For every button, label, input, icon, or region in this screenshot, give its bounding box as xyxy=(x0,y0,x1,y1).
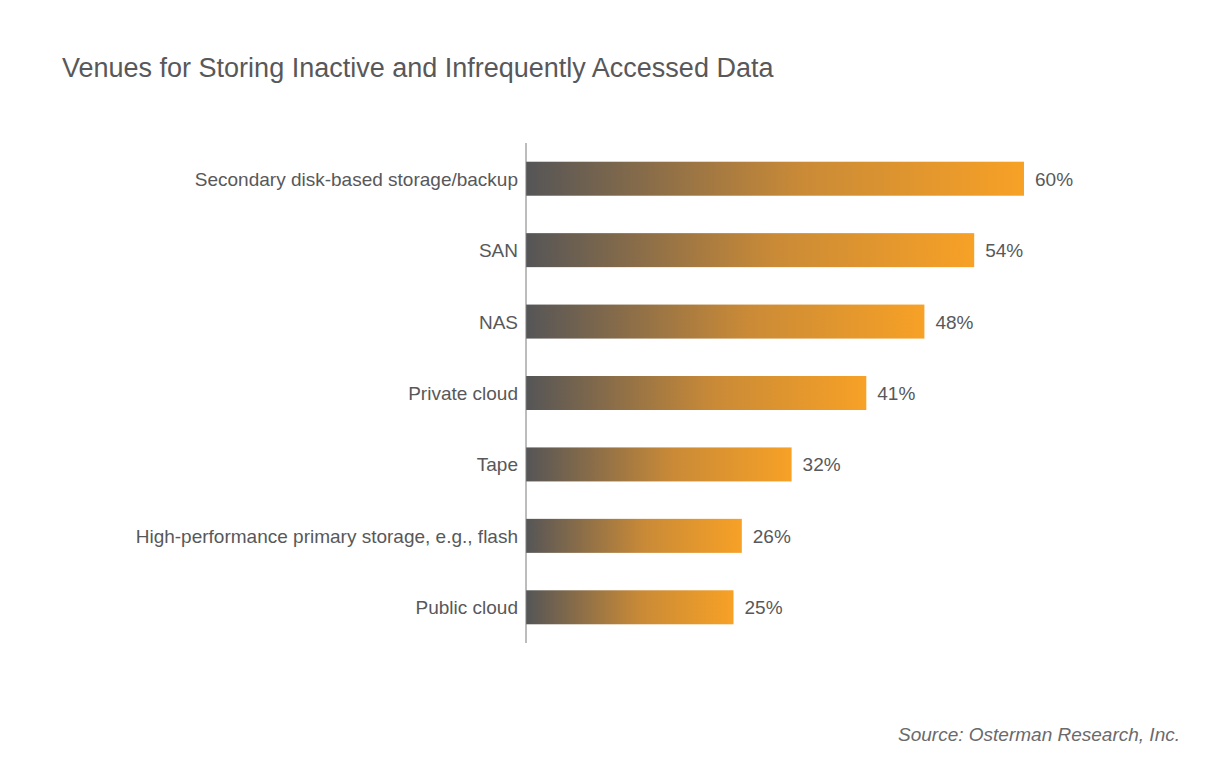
bar xyxy=(526,447,792,481)
category-label: High-performance primary storage, e.g., … xyxy=(136,526,518,547)
category-label: NAS xyxy=(479,312,518,333)
bar xyxy=(526,162,1024,196)
bar xyxy=(526,519,742,553)
bar xyxy=(526,305,924,339)
page: {"chart_data": {"type": "bar", "orientat… xyxy=(0,0,1205,768)
category-label: Tape xyxy=(477,454,518,475)
data-label: 25% xyxy=(745,597,783,618)
data-label: 26% xyxy=(753,526,791,547)
data-label: 54% xyxy=(985,240,1023,261)
bars xyxy=(526,162,1024,625)
category-label: Private cloud xyxy=(408,383,518,404)
data-label: 32% xyxy=(803,454,841,475)
title: Venues for Storing Inactive and Infreque… xyxy=(62,53,774,83)
category-label: SAN xyxy=(479,240,518,261)
data-label: 48% xyxy=(935,312,973,333)
data-label: 41% xyxy=(877,383,915,404)
data-label: 60% xyxy=(1035,169,1073,190)
category-label: Public cloud xyxy=(416,597,518,618)
bar xyxy=(526,233,974,267)
category-label: Secondary disk-based storage/backup xyxy=(195,169,518,190)
bar xyxy=(526,590,734,624)
chart: Venues for Storing Inactive and Infreque… xyxy=(0,0,1205,768)
source: Source: Osterman Research, Inc. xyxy=(898,724,1180,745)
bar xyxy=(526,376,866,410)
axis-line xyxy=(526,143,527,643)
